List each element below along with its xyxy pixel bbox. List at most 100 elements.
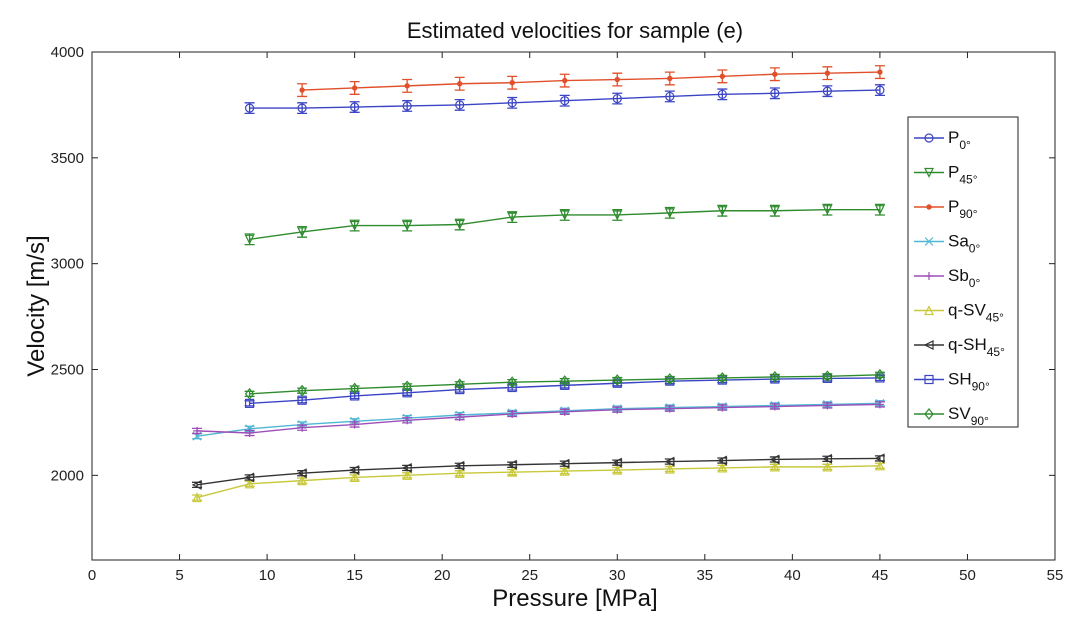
data-point bbox=[717, 206, 728, 217]
data-point bbox=[717, 372, 728, 384]
data-point bbox=[822, 86, 832, 96]
data-point bbox=[560, 407, 569, 416]
data-point bbox=[244, 478, 255, 489]
error-bar bbox=[612, 376, 623, 384]
y-tick-label: 3000 bbox=[51, 256, 84, 273]
data-point bbox=[875, 368, 885, 381]
x-tick-label: 45 bbox=[872, 567, 889, 584]
error-bar bbox=[244, 400, 255, 407]
legend-marker bbox=[926, 204, 932, 210]
legend-item-0: P0° bbox=[914, 128, 971, 152]
data-point bbox=[822, 370, 833, 383]
data-point bbox=[664, 463, 675, 474]
legend-marker bbox=[924, 167, 934, 178]
series-0 bbox=[244, 84, 885, 115]
x-axis-title: Pressure [MPa] bbox=[492, 585, 657, 612]
error-bar bbox=[349, 385, 360, 392]
y-axis: 2000 2500 3000 3500 4000 bbox=[51, 44, 1055, 484]
y-tick-label: 2500 bbox=[51, 362, 84, 379]
data-point bbox=[350, 420, 359, 429]
data-point bbox=[613, 405, 622, 414]
legend-label-subscript: 45° bbox=[959, 173, 977, 187]
error-bar bbox=[559, 377, 570, 385]
error-bar bbox=[717, 374, 728, 382]
data-point bbox=[664, 456, 675, 467]
data-point bbox=[455, 413, 464, 422]
series-8 bbox=[244, 368, 885, 400]
legend-label-name: q-SV bbox=[948, 301, 986, 320]
data-point bbox=[770, 370, 780, 383]
data-point bbox=[454, 219, 465, 230]
data-point bbox=[245, 424, 255, 434]
x-tick-label: 50 bbox=[959, 567, 976, 584]
legend-label-name: Sa bbox=[948, 232, 969, 251]
legend-label-name: Sb bbox=[948, 266, 969, 285]
data-point bbox=[350, 391, 360, 401]
data-point bbox=[560, 96, 570, 106]
legend-item-3: Sa0° bbox=[914, 232, 980, 256]
data-point bbox=[716, 455, 727, 466]
data-point bbox=[665, 404, 674, 413]
legend-label-subscript: 90° bbox=[959, 207, 977, 221]
data-point bbox=[614, 76, 620, 83]
data-point bbox=[559, 210, 570, 221]
data-point bbox=[718, 403, 727, 412]
data-point bbox=[770, 402, 779, 411]
data-point bbox=[770, 88, 780, 98]
series-6 bbox=[191, 453, 885, 490]
data-point bbox=[874, 453, 885, 464]
legend-label-subscript: 90° bbox=[971, 414, 989, 428]
data-point bbox=[298, 423, 307, 432]
legend-marker bbox=[924, 374, 934, 385]
data-point bbox=[823, 401, 832, 410]
data-point bbox=[350, 102, 360, 112]
legend-marker bbox=[925, 272, 933, 280]
legend-item-6: q-SH45° bbox=[914, 335, 1005, 359]
x-tick-label: 5 bbox=[175, 567, 183, 584]
data-point bbox=[612, 93, 622, 104]
legend-label-name: SH bbox=[948, 370, 972, 389]
data-point bbox=[193, 426, 202, 435]
data-point bbox=[824, 70, 831, 76]
error-bar bbox=[769, 373, 780, 381]
x-tick-label: 0 bbox=[88, 567, 96, 584]
data-point bbox=[664, 208, 675, 219]
x-tick-label: 15 bbox=[346, 567, 363, 584]
data-point bbox=[456, 81, 463, 87]
data-point bbox=[297, 103, 307, 113]
error-bar bbox=[664, 375, 675, 383]
legend-label-subscript: 0° bbox=[969, 242, 981, 256]
error-bar bbox=[297, 397, 308, 404]
legend-item-1: P45° bbox=[914, 163, 978, 187]
series-line bbox=[197, 403, 880, 434]
data-point bbox=[349, 382, 360, 395]
legend-label: q-SV45° bbox=[948, 301, 1004, 325]
error-bar bbox=[874, 371, 885, 378]
data-point bbox=[665, 91, 675, 102]
y-tick-label: 4000 bbox=[51, 44, 84, 61]
data-point bbox=[611, 457, 622, 468]
data-point bbox=[401, 462, 412, 473]
legend-item-5: q-SV45° bbox=[914, 301, 1004, 325]
legend-label-subscript: 45° bbox=[987, 345, 1005, 359]
legend-item-7: SH90° bbox=[914, 370, 990, 394]
data-point bbox=[719, 73, 726, 80]
data-point bbox=[351, 85, 358, 91]
legend-label: Sa0° bbox=[948, 232, 980, 256]
data-point bbox=[454, 378, 465, 391]
legend: P0°P45°P90°Sa0°Sb0°q-SV45°q-SH45°SH90°SV… bbox=[907, 116, 1019, 428]
data-point bbox=[717, 89, 727, 99]
legend-label-subscript: 0° bbox=[959, 138, 971, 152]
data-point bbox=[877, 69, 883, 75]
data-point bbox=[507, 98, 517, 108]
legend-label: P0° bbox=[948, 128, 971, 152]
legend-label-subscript: 90° bbox=[972, 380, 990, 394]
data-point bbox=[874, 205, 885, 216]
data-point bbox=[296, 468, 307, 479]
data-point bbox=[509, 79, 515, 86]
legend-label-name: P bbox=[948, 163, 959, 182]
data-point bbox=[875, 400, 884, 409]
legend-label-name: P bbox=[948, 197, 959, 216]
x-tick-label: 10 bbox=[259, 567, 276, 584]
data-point bbox=[454, 467, 465, 478]
